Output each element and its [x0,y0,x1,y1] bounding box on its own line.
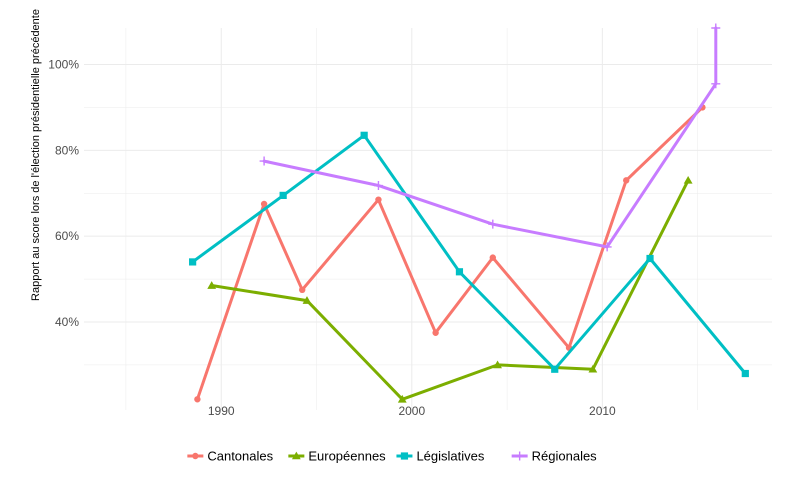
legend-label: Européennes [308,449,386,464]
y-tick-label: 40% [55,315,79,329]
data-point-europeennes [493,360,502,369]
data-point-legislatives [189,258,197,266]
data-point-cantonales [432,329,439,336]
legend-label: Régionales [532,449,598,464]
y-tick-label: 100% [48,57,79,71]
legend-label: Cantonales [207,449,273,464]
series-lines [189,23,749,403]
legend-item-legislatives: Législatives [396,449,485,464]
legend-item-europeennes: Européennes [288,449,386,464]
legend-label: Législatives [416,449,484,464]
data-point-regionales [602,242,612,252]
data-point-regionales [373,181,383,191]
legend: Cantonales Européennes Législatives Régiona… [187,449,597,464]
legend-key-marker [192,452,199,460]
x-tick-label: 2010 [589,404,616,418]
data-point-cantonales [299,286,306,294]
data-point-cantonales [194,396,201,403]
legend-item-regionales: Régionales [511,449,598,464]
data-point-europeennes [588,364,598,373]
data-point-europeennes [207,281,217,289]
series-cantonales [194,104,706,403]
series-europeennes [207,175,693,403]
y-tick-labels: 40% 60% 80% 100% [48,57,79,329]
x-tick-label: 2000 [398,404,425,418]
data-point-cantonales [375,196,382,203]
data-point-cantonales [623,177,630,184]
series-legislatives [189,131,749,378]
data-point-regionales [711,23,721,33]
data-point-europeennes [683,175,693,184]
y-tick-label: 80% [55,143,79,157]
data-point-europeennes [397,394,407,403]
grid-lines [84,28,772,410]
series-line-cantonales [195,105,704,401]
data-point-europeennes [302,296,312,304]
series-line-legislatives [191,133,747,375]
data-point-cantonales [489,254,496,261]
series-line-europeennes [210,178,690,401]
data-point-legislatives [455,268,464,276]
legend-item-cantonales: Cantonales [187,449,274,464]
y-tick-label: 60% [55,229,79,243]
x-tick-label: 1990 [208,404,235,418]
data-point-cantonales [260,200,268,208]
x-tick-labels: 1990 2000 2010 [208,404,616,418]
data-point-legislatives [646,254,654,263]
data-point-legislatives [551,365,559,373]
data-point-legislatives [360,131,368,139]
legend-key-marker [400,452,409,460]
legend-key-marker [291,451,301,460]
data-point-legislatives [741,369,749,378]
y-axis-label: Rapport au score lors de l'élection prés… [30,9,42,301]
data-point-regionales [259,156,269,166]
data-point-regionales [711,79,721,89]
series-line-regionales [262,26,718,249]
data-point-regionales [488,219,498,229]
series-regionales [259,23,721,252]
data-point-legislatives [279,191,287,199]
legend-key-marker [515,451,525,461]
